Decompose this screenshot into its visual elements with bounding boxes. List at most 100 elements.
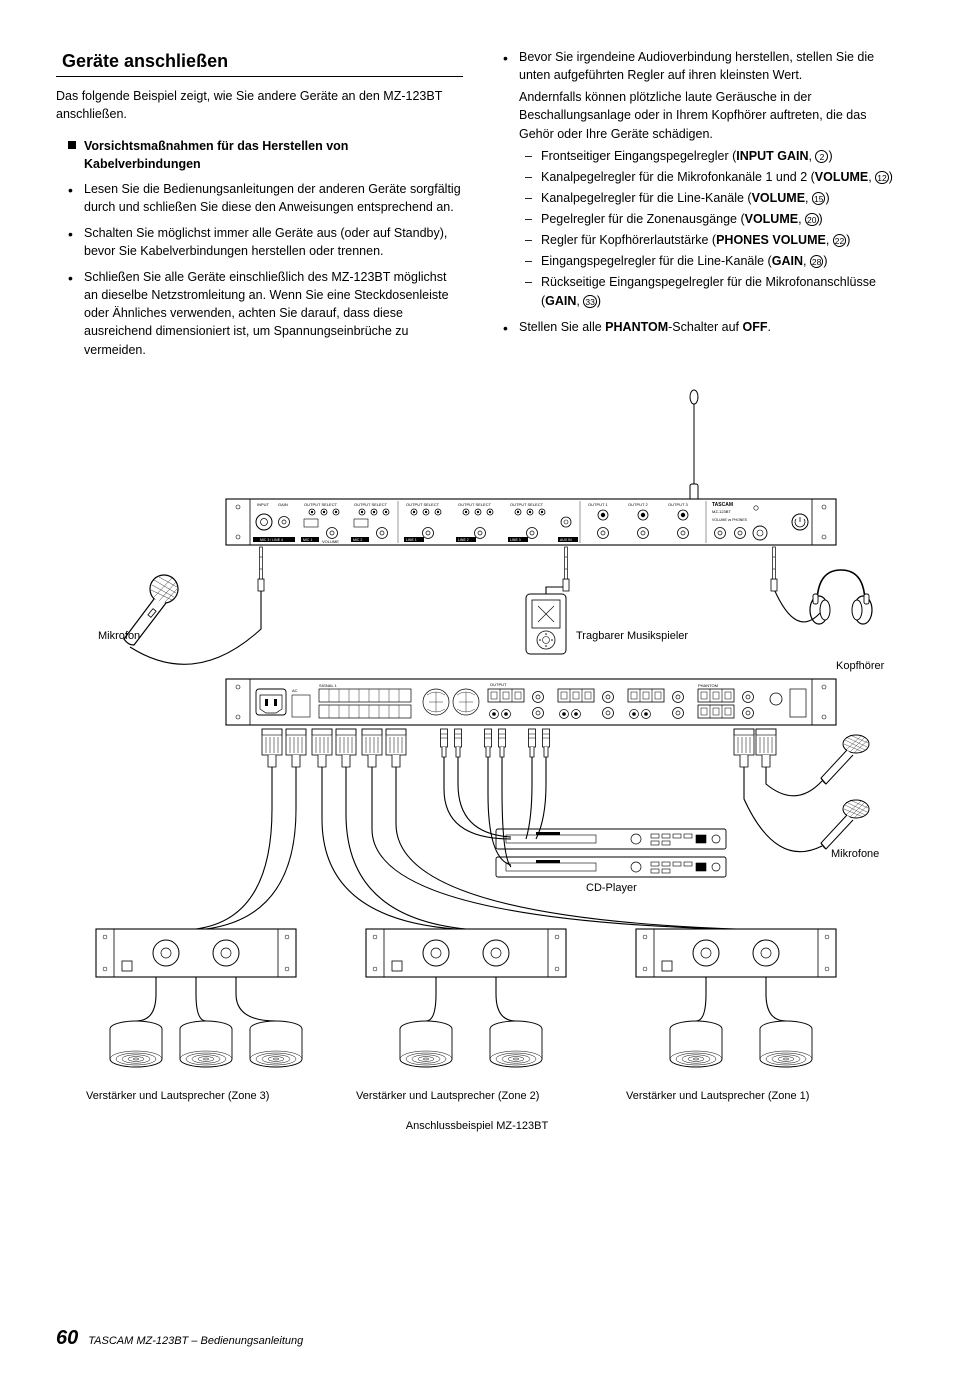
rca-plug-icon [441,729,462,757]
regler-item: Regler für Kopfhörerlautstärke (PHONES V… [525,231,898,249]
cable [136,977,156,1021]
label-zone1: Verstärker und Lautsprecher (Zone 1) [626,1090,809,1102]
svg-text:OUTPUT SELECT: OUTPUT SELECT [406,502,440,507]
svg-text:OUTPUT SELECT: OUTPUT SELECT [354,502,388,507]
svg-text:OUTPUT SELECT: OUTPUT SELECT [510,502,544,507]
cable [502,757,511,867]
cable [526,757,532,839]
intro-text: Das folgende Beispiel zeigt, wie Sie and… [56,87,463,123]
subheading-text: Vorsichtsmaßnahmen für das Herstellen vo… [84,137,463,173]
label-cd: CD-Player [586,882,637,894]
square-bullet-icon [68,141,76,149]
svg-text:AUX IN: AUX IN [560,538,572,542]
label-mikrofon: Mikrofon [98,630,140,642]
speaker-icon [250,1021,302,1067]
left-bullet-list: Lesen Sie die Bedienungsanleitungen der … [68,180,463,359]
text: . [767,320,770,334]
label-player: Tragbarer Musikspieler [576,630,688,642]
svg-text:PHANTOM: PHANTOM [698,683,718,688]
regler-item: Rückseitige Eingangspegelregler für die … [525,273,898,309]
speaker-icon [490,1021,542,1067]
text-bold: PHANTOM [605,320,668,334]
label-mikrofone: Mikrofone [831,848,879,860]
list-item: Bevor Sie irgendeine Audioverbindung her… [503,48,898,310]
text: Stellen Sie alle [519,320,605,334]
text: Andernfalls können plötzliche laute Gerä… [519,90,866,140]
regler-dash-list: Frontseitiger Eingangspegelregler (INPUT… [525,147,898,310]
list-item: Schalten Sie möglichst immer alle Geräte… [68,224,463,260]
page-footer: 60 TASCAM MZ-123BT – Bedienungsanleitung [56,1324,898,1353]
svg-text:VOLUME: VOLUME [322,539,339,544]
cable [744,767,822,852]
regler-item: Pegelregler für die Zonenausgänge (VOLUM… [525,210,898,228]
speaker-icon [110,1021,162,1067]
regler-item: Frontseitiger Eingangspegelregler (INPUT… [525,147,898,165]
rca-plug-icon [485,729,506,757]
bt-antenna-icon [690,390,698,500]
list-item: Stellen Sie alle PHANTOM-Schalter auf OF… [503,318,898,336]
speaker-icon [180,1021,232,1067]
cable [196,977,206,1021]
diagram-svg: INPUT GAIN MIC 3 / LINE 4 OUTPUT SELECT … [56,389,898,1159]
svg-text:OUTPUT: OUTPUT [490,682,507,687]
section-title: Geräte anschließen [56,48,463,74]
jack-plug-icon [258,547,264,591]
right-bullet-list: Bevor Sie irgendeine Audioverbindung her… [503,48,898,336]
svg-text:OUTPUT SELECT: OUTPUT SELECT [458,502,492,507]
amplifier-icon [366,929,566,977]
xlr-plug-icon [756,729,776,767]
cable [766,977,786,1021]
svg-text:TASCAM: TASCAM [712,502,733,508]
svg-text:MZ-123BT: MZ-123BT [712,509,731,514]
speaker-icon [760,1021,812,1067]
xlr-plug-icon [734,729,754,767]
text: -Schalter auf [668,320,742,334]
text-bold: OFF [742,320,767,334]
rear-panel: AC SIGNAL 1 SIGNAL 2 OUTPUT [226,679,836,725]
svg-text:MIC 2: MIC 2 [353,538,362,542]
dynamic-mic-icon [821,735,869,784]
regler-item: Kanalpegelregler für die Line-Kanäle (VO… [525,189,898,207]
svg-text:SIGNAL 1: SIGNAL 1 [319,683,338,688]
text: Bevor Sie irgendeine Audioverbindung her… [519,50,874,82]
amplifier-icon [96,929,296,977]
diagram-caption: Anschlussbeispiel MZ-123BT [406,1120,549,1132]
svg-text:OUTPUT 1: OUTPUT 1 [588,502,608,507]
xlr-plug-icon [262,729,306,767]
cd-player-icon [496,857,726,877]
svg-text:GAIN: GAIN [278,502,288,507]
cable [206,767,296,929]
amplifier-icon [636,929,836,977]
svg-text:LINE 3: LINE 3 [510,538,521,542]
svg-text:LINE 1: LINE 1 [406,538,417,542]
footer-text: TASCAM MZ-123BT – Bedienungsanleitung [88,1334,303,1350]
regler-item: Kanalpegelregler für die Mikrofonkanäle … [525,168,898,186]
connection-diagram: INPUT GAIN MIC 3 / LINE 4 OUTPUT SELECT … [56,389,898,1164]
front-panel: INPUT GAIN MIC 3 / LINE 4 OUTPUT SELECT … [226,499,836,545]
subheading: Vorsichtsmaßnahmen für das Herstellen vo… [68,137,463,173]
label-zone2: Verstärker und Lautsprecher (Zone 2) [356,1090,539,1102]
speaker-icon [400,1021,452,1067]
cd-player-icon [496,829,726,849]
regler-item: Eingangspegelregler für die Line-Kanäle … [525,252,898,270]
svg-text:AC: AC [292,688,298,693]
cable [536,757,546,839]
cable [426,977,436,1021]
jack-plug-icon [771,547,777,591]
svg-text:OUTPUT 3: OUTPUT 3 [668,502,688,507]
cable [696,977,706,1021]
svg-text:MIC 1: MIC 1 [303,538,312,542]
svg-text:LINE 2: LINE 2 [458,538,469,542]
dynamic-mic-icon [821,800,869,849]
jack-plug-icon [563,547,569,591]
cable [196,767,272,929]
label-zone3: Verstärker und Lautsprecher (Zone 3) [86,1090,269,1102]
cable [346,767,466,929]
svg-text:INPUT: INPUT [257,502,270,507]
svg-text:MIC 3 / LINE 4: MIC 3 / LINE 4 [260,538,283,542]
cable [496,977,516,1021]
cable [236,977,276,1021]
rca-plug-icon [529,729,550,757]
headphones-icon [810,570,872,624]
xlr-plug-icon [312,729,356,767]
